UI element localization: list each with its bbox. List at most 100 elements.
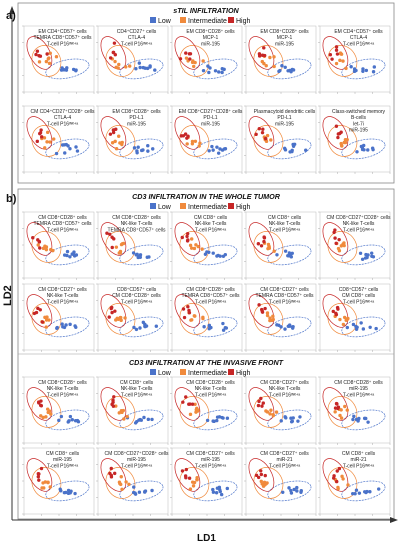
data-point (31, 236, 35, 240)
subplot-label: CM CD8⁺CD27⁺CD28⁺ cells (326, 215, 391, 221)
legend-label: Low (158, 18, 172, 25)
section-title: CD3 INFILTRATION IN THE WHOLE TUMOR (132, 192, 281, 201)
data-point (223, 326, 228, 330)
group-ellipse (322, 458, 349, 492)
data-point (138, 65, 142, 70)
data-point (37, 60, 42, 64)
data-point (44, 247, 49, 252)
legend-swatch (150, 369, 156, 375)
subplot-label: T-cell P16ᴵᴺᴷ⁴ᵃ (269, 463, 300, 469)
data-point (259, 469, 263, 473)
group-ellipse (179, 45, 210, 77)
data-point (133, 492, 138, 496)
data-point (118, 315, 122, 320)
group-ellipse (248, 36, 275, 70)
group-ellipse (322, 294, 349, 328)
data-point (43, 146, 47, 150)
data-point (119, 408, 124, 413)
subplot-label: PD-L1 (203, 115, 217, 121)
subplot-label: T-cell P16ᴵᴺᴷ⁴ᵃ (121, 463, 152, 469)
data-point (214, 491, 219, 495)
data-point (146, 149, 150, 153)
group-ellipse (248, 222, 275, 256)
data-point (47, 61, 52, 66)
data-point (137, 490, 142, 494)
data-point (364, 416, 368, 421)
subplot-label: CM CD8⁺CD27⁺ cells (186, 451, 235, 457)
data-point (132, 325, 136, 330)
group-ellipse (193, 480, 238, 502)
data-point (262, 239, 266, 244)
data-point (358, 251, 363, 256)
data-point (131, 251, 136, 255)
data-point (259, 472, 264, 477)
subplot-label: NK-like T-cells (269, 221, 301, 227)
data-point (184, 56, 189, 60)
data-point (265, 311, 270, 315)
data-point (261, 401, 265, 405)
subplot-label: TEMRA CD8⁺CD57⁺ cells (181, 293, 240, 299)
data-point (134, 327, 139, 332)
data-point (117, 62, 121, 67)
data-point (333, 410, 337, 414)
data-point (286, 254, 290, 258)
subplot-label: NK-like T-cells (195, 221, 227, 227)
data-point (339, 143, 344, 148)
subplot-label: CM CD8⁺CD27⁺ cells (38, 287, 87, 293)
data-point (139, 148, 144, 153)
data-point (260, 309, 264, 313)
data-point (185, 142, 189, 146)
data-point (127, 64, 132, 68)
data-point (265, 410, 270, 414)
group-ellipse (45, 138, 90, 160)
data-point (65, 66, 69, 70)
subplot-label: CM CD8⁺CD27⁺ cells (260, 451, 309, 457)
data-point (141, 65, 145, 70)
data-point (343, 404, 347, 409)
data-point (68, 414, 73, 419)
data-point (357, 491, 362, 495)
panel-a-label: a) (6, 10, 16, 22)
group-ellipse (119, 58, 164, 80)
subplot-label: Plasmacytoid dendritic cells (254, 109, 316, 115)
data-point (286, 69, 290, 73)
data-point (201, 68, 206, 73)
data-point (190, 60, 195, 65)
subplot-label: CTLA-4 (54, 115, 71, 121)
data-point (295, 489, 299, 493)
data-point (360, 147, 365, 152)
subplot-label: TEMRA CD8⁺CD57⁺ cells (33, 35, 92, 41)
data-point (76, 420, 81, 424)
data-point (332, 474, 336, 478)
data-point (337, 466, 342, 471)
data-point (263, 136, 268, 141)
data-point (183, 474, 188, 478)
data-point (188, 487, 193, 491)
data-point (221, 254, 226, 258)
subplot-label: B-cells (351, 115, 367, 121)
data-point (107, 315, 111, 319)
subplot-label: T-cell P16ᴵᴺᴷ⁴ᵃ (343, 41, 374, 47)
data-point (37, 472, 41, 476)
group-ellipse (31, 396, 62, 428)
group-ellipse (26, 116, 53, 150)
data-point (75, 149, 80, 153)
data-point (186, 238, 190, 242)
data-point (66, 488, 71, 493)
group-ellipse (174, 387, 201, 421)
data-point (279, 419, 283, 423)
subplot-label: CM CD8⁺ cells (342, 293, 376, 299)
data-point (61, 325, 65, 329)
data-point (262, 61, 266, 66)
group-ellipse (179, 125, 210, 157)
group-ellipse (26, 36, 53, 70)
data-point (135, 151, 139, 155)
data-point (136, 145, 140, 149)
data-point (215, 145, 219, 149)
data-point (265, 133, 270, 138)
data-point (353, 491, 357, 496)
data-point (187, 476, 192, 480)
data-point (51, 248, 55, 253)
data-point (259, 396, 263, 401)
group-ellipse (119, 316, 164, 338)
